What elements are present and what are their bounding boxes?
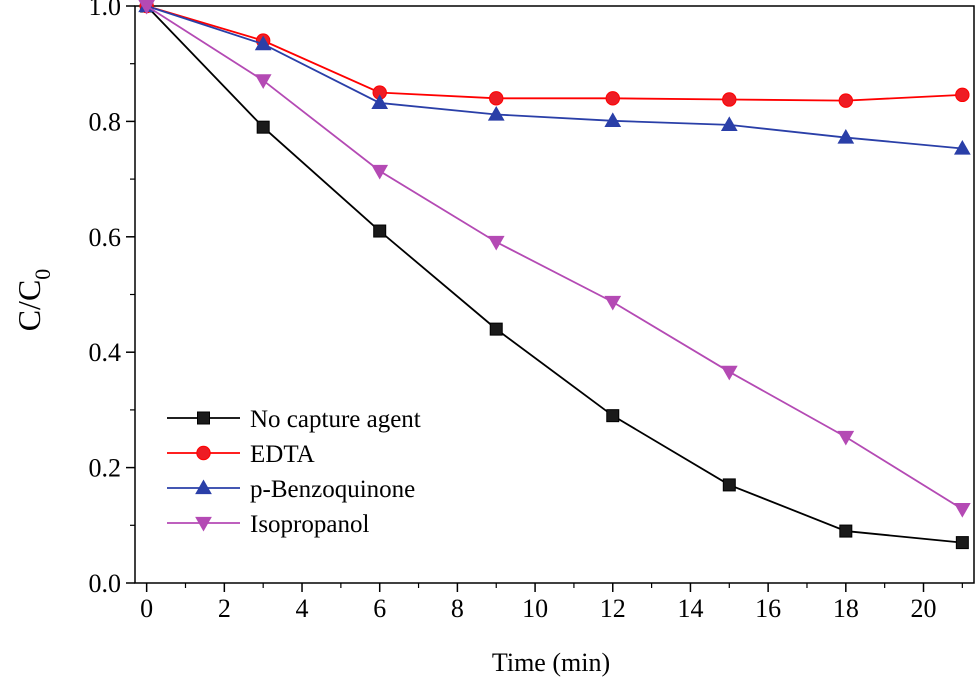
data-point	[489, 322, 503, 336]
y-tick-label: 0.2	[89, 454, 122, 483]
y-tick-label: 0.6	[89, 223, 122, 252]
data-point	[371, 164, 389, 180]
data-point	[604, 112, 622, 127]
legend-entry: Isopropanol	[167, 511, 369, 538]
legend-label: Isopropanol	[250, 511, 369, 538]
data-point	[254, 35, 272, 51]
y-axis-label-main: C/C	[11, 280, 47, 332]
legend: No capture agent EDTA p-Benzoquinone Isopro…	[167, 406, 421, 538]
y-tick-label: 1.0	[89, 0, 122, 21]
data-point	[837, 430, 855, 446]
data-point	[138, 0, 155, 15]
y-tick-label: 0.8	[89, 107, 122, 136]
data-point	[604, 295, 622, 311]
y-tick-label: 0.0	[89, 569, 122, 598]
data-point	[605, 91, 620, 106]
legend-label: No capture agent	[250, 406, 421, 433]
data-point	[606, 409, 620, 423]
data-point	[487, 235, 505, 251]
x-tick-label: 4	[296, 594, 309, 623]
data-point	[722, 92, 737, 107]
data-point	[373, 224, 387, 238]
svg-text:C/C0: C/C0	[11, 269, 55, 332]
legend-marker	[195, 516, 212, 532]
y-tick-label: 0.4	[89, 338, 122, 367]
y-axis-label-subscript: 0	[30, 269, 55, 280]
x-tick-label: 2	[218, 594, 231, 623]
data-point	[254, 74, 272, 89]
series-p-benzoquinone	[138, 0, 971, 155]
x-tick-label: 20	[911, 594, 937, 623]
data-point	[839, 524, 853, 538]
x-tick-label: 12	[600, 594, 626, 623]
axes: 0 2 4 6 8 10 12 14 16 18 20 0.0 0.2 0.4 0.6 0.8 1.0	[89, 0, 975, 623]
legend-marker	[196, 445, 211, 461]
legend-entry: EDTA	[167, 441, 315, 468]
data-point	[722, 478, 736, 492]
x-tick-label: 8	[451, 594, 464, 623]
series-isopropanol	[138, 0, 971, 518]
data-point	[837, 129, 855, 144]
data-point	[955, 536, 969, 550]
x-axis-label: Time (min)	[492, 648, 610, 677]
data-point	[371, 94, 389, 110]
x-tick-label: 10	[522, 594, 548, 623]
legend-label: EDTA	[250, 441, 315, 468]
legend-marker	[197, 411, 210, 425]
series-edta	[139, 0, 970, 108]
legend-entry: p-Benzoquinone	[167, 476, 415, 503]
data-point	[953, 140, 971, 155]
data-point	[838, 93, 854, 108]
legend-entry: No capture agent	[167, 406, 421, 433]
x-tick-label: 0	[140, 594, 153, 623]
data-point	[720, 365, 738, 381]
series-line	[146, 5, 963, 150]
data-point	[487, 105, 505, 121]
y-axis-label: C/C0	[11, 269, 55, 332]
x-tick-label: 6	[373, 594, 386, 623]
data-point	[489, 91, 504, 106]
x-tick-label: 14	[677, 594, 703, 623]
series-line	[146, 5, 963, 510]
series-line	[146, 5, 963, 544]
series-layer	[138, 0, 971, 550]
x-tick-label: 18	[833, 594, 859, 623]
legend-marker	[195, 479, 212, 495]
x-tick-label: 16	[755, 594, 781, 623]
data-point	[955, 87, 970, 103]
data-point	[256, 120, 270, 134]
data-point	[720, 116, 738, 131]
series-line	[146, 5, 963, 102]
data-point	[953, 503, 971, 518]
series-no-capture-agent	[140, 0, 969, 550]
legend-label: p-Benzoquinone	[250, 476, 415, 503]
